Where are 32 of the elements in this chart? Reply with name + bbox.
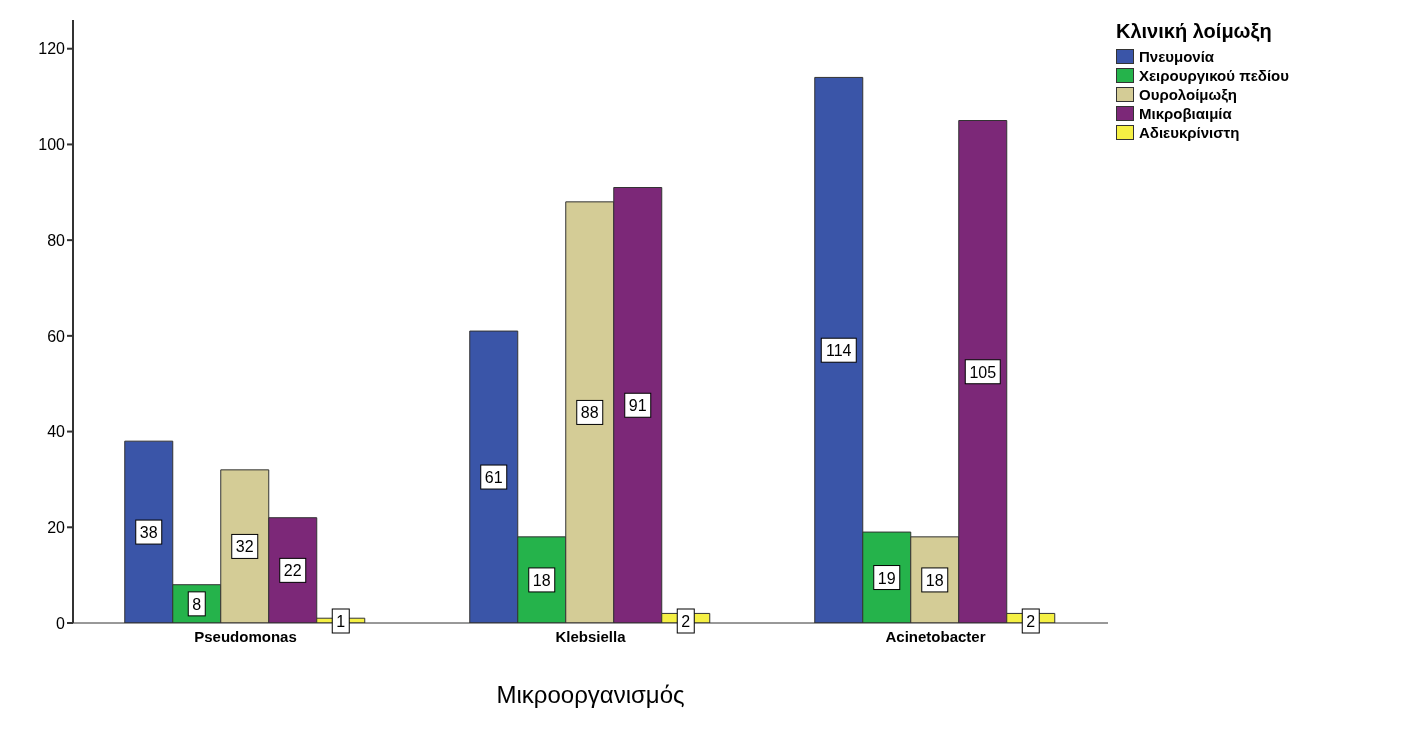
data-label: 38 bbox=[139, 524, 158, 542]
y-tick-label: 100 bbox=[38, 136, 66, 154]
data-label: 19 bbox=[877, 569, 896, 587]
legend-label: Χειρουργικού πεδίου bbox=[1138, 66, 1290, 85]
legend-label: Ουρολοίμωξη bbox=[1138, 85, 1239, 104]
data-label: 18 bbox=[925, 571, 944, 589]
data-label: 8 bbox=[192, 595, 202, 613]
data-label: 61 bbox=[484, 469, 503, 487]
data-label: 22 bbox=[283, 562, 302, 580]
legend-label: Αδιευκρίνιστη bbox=[1138, 123, 1241, 142]
data-label: 2 bbox=[681, 613, 691, 630]
x-axis-title: Μικροοργανισμός bbox=[496, 681, 685, 708]
data-label: 105 bbox=[969, 363, 997, 381]
x-tick-label: Acinetobacter bbox=[885, 627, 986, 645]
legend-title: Κλινική λοίμωξη bbox=[1116, 20, 1273, 43]
legend-label: Πνευμονία bbox=[1138, 47, 1216, 66]
x-tick-label: Klebsiella bbox=[555, 627, 627, 645]
x-tick-label: Pseudomonas bbox=[194, 627, 297, 645]
y-tick-label: 60 bbox=[47, 327, 66, 345]
y-tick-label: 0 bbox=[56, 614, 66, 632]
y-tick-label: 40 bbox=[47, 423, 66, 441]
data-label: 2 bbox=[1026, 613, 1036, 630]
data-label: 88 bbox=[580, 404, 599, 422]
data-label: 18 bbox=[532, 571, 551, 589]
data-label: 114 bbox=[825, 342, 852, 360]
data-label: 1 bbox=[336, 613, 346, 630]
y-tick-label: 80 bbox=[47, 231, 66, 249]
y-tick-label: 120 bbox=[38, 40, 66, 58]
data-label: 32 bbox=[235, 538, 254, 556]
legend-label: Μικροβιαιμία bbox=[1138, 104, 1233, 123]
data-label: 91 bbox=[628, 397, 647, 415]
y-tick-label: 20 bbox=[47, 518, 66, 536]
